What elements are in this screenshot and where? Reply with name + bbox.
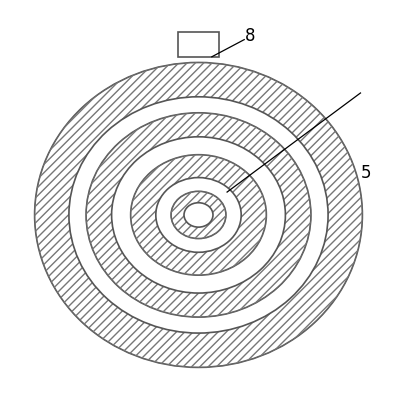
Ellipse shape <box>184 203 213 227</box>
Text: 5: 5 <box>361 164 372 182</box>
Ellipse shape <box>86 113 311 317</box>
Ellipse shape <box>131 155 266 275</box>
Ellipse shape <box>35 63 362 368</box>
Text: 8: 8 <box>245 27 255 45</box>
Ellipse shape <box>112 137 285 293</box>
Bar <box>177 32 220 57</box>
Ellipse shape <box>156 177 241 252</box>
Ellipse shape <box>171 191 226 239</box>
Ellipse shape <box>69 97 328 333</box>
